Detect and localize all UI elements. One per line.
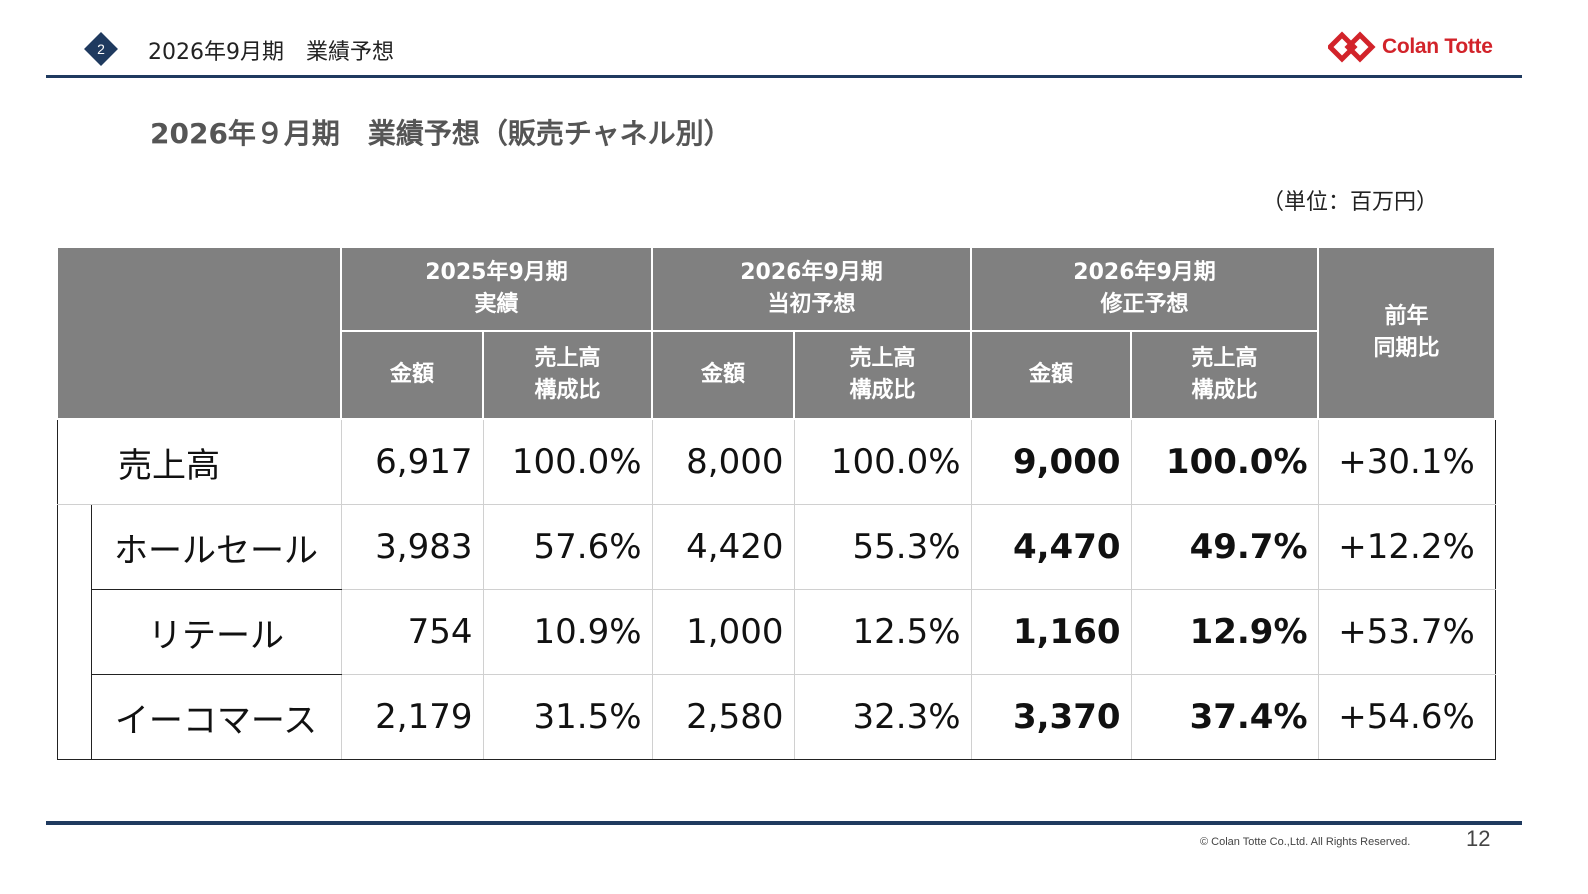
table-cell: 55.3% (793, 504, 972, 590)
table-cell: 1,160 (970, 589, 1132, 675)
growth-header: 前年 同期比 (1317, 246, 1497, 420)
ratio-header-line2: 構成比 (534, 378, 601, 403)
ratio-header-line1: 売上高 (1191, 346, 1258, 371)
table-row-total: 売上高 6,917 100.0% 8,000 100.0% 9,000 100.… (56, 418, 1496, 505)
amount-header: 金額 (340, 330, 484, 420)
indent-cell (56, 504, 91, 590)
table-cell: 12.9% (1130, 589, 1319, 675)
group-period: 2026年9月期 (740, 260, 883, 285)
growth-header-line2: 同期比 (1373, 336, 1440, 361)
copyright-text: © Colan Totte Co.,Ltd. All Rights Reserv… (1200, 836, 1411, 848)
ratio-header-line1: 売上高 (849, 346, 916, 371)
indent-cell (56, 589, 91, 675)
row-label: イーコマース (90, 674, 342, 760)
table-row: リテール 754 10.9% 1,000 12.5% 1,160 12.9% +… (56, 589, 1496, 675)
table-cell: 6,917 (340, 418, 484, 505)
page-number: 12 (1466, 826, 1491, 851)
table-row: イーコマース 2,179 31.5% 2,580 32.3% 3,370 37.… (56, 674, 1496, 760)
ratio-header-line2: 構成比 (1191, 378, 1258, 403)
table-cell: 57.6% (482, 504, 653, 590)
corner-header (56, 246, 342, 420)
table-cell: +54.6% (1317, 674, 1496, 760)
table-cell: +30.1% (1317, 418, 1496, 505)
growth-header-line1: 前年 (1384, 304, 1429, 329)
forecast-table: 2025年9月期 実績 2026年9月期 当初予想 2026年9月期 修正予想 … (56, 246, 1497, 760)
group-header-actual: 2025年9月期 実績 (339, 246, 654, 332)
group-header-revised-forecast: 2026年9月期 修正予想 (970, 246, 1320, 332)
group-period: 2025年9月期 (425, 260, 568, 285)
ratio-header-line2: 構成比 (849, 378, 916, 403)
table-cell: 1,000 (651, 589, 795, 675)
ratio-header: 売上高 構成比 (1130, 330, 1320, 420)
amount-header: 金額 (970, 330, 1133, 420)
group-header-initial-forecast: 2026年9月期 当初予想 (651, 246, 973, 332)
section-number-badge: 2 (84, 32, 118, 66)
table-cell: 4,470 (970, 504, 1132, 590)
unit-label: （単位：百万円） (1262, 190, 1439, 215)
table-cell: 12.5% (793, 589, 972, 675)
row-label: 売上高 (56, 418, 342, 505)
table-cell: 100.0% (482, 418, 653, 505)
table-cell: 2,580 (651, 674, 795, 760)
table-cell: 4,420 (651, 504, 795, 590)
row-label: リテール (90, 589, 342, 675)
header-title: 2026年9月期 業績予想 (148, 40, 394, 65)
table-cell: +12.2% (1317, 504, 1496, 590)
row-label: ホールセール (90, 504, 342, 590)
company-logo: Colan Totte (1328, 30, 1493, 64)
table-cell: 100.0% (1130, 418, 1319, 505)
group-period: 2026年9月期 (1073, 260, 1216, 285)
footer-divider (46, 821, 1522, 825)
table-cell: 31.5% (482, 674, 653, 760)
table-cell: 37.4% (1130, 674, 1319, 760)
amount-header: 金額 (651, 330, 796, 420)
logo-text: Colan Totte (1382, 35, 1493, 58)
table-cell: 100.0% (793, 418, 972, 505)
table-cell: 10.9% (482, 589, 653, 675)
table-cell: 49.7% (1130, 504, 1319, 590)
table-cell: 754 (340, 589, 484, 675)
header-divider (46, 75, 1522, 78)
group-label: 実績 (474, 292, 519, 317)
table-cell: 3,983 (340, 504, 484, 590)
ratio-header: 売上高 構成比 (793, 330, 973, 420)
table-cell: 8,000 (651, 418, 795, 505)
table-cell: 32.3% (793, 674, 972, 760)
ratio-header: 売上高 構成比 (481, 330, 654, 420)
table-cell: 9,000 (970, 418, 1132, 505)
table-cell: 3,370 (970, 674, 1132, 760)
indent-cell (56, 674, 91, 760)
table-cell: 2,179 (340, 674, 484, 760)
group-label: 修正予想 (1100, 292, 1189, 317)
table-cell: +53.7% (1317, 589, 1496, 675)
ratio-header-line1: 売上高 (534, 346, 601, 371)
section-number: 2 (97, 41, 105, 57)
page-heading: 2026年９月期 業績予想（販売チャネル別） (150, 117, 732, 150)
group-label: 当初予想 (767, 292, 856, 317)
diamond-chain-logo-icon (1328, 31, 1376, 63)
table-row: ホールセール 3,983 57.6% 4,420 55.3% 4,470 49.… (56, 504, 1496, 590)
